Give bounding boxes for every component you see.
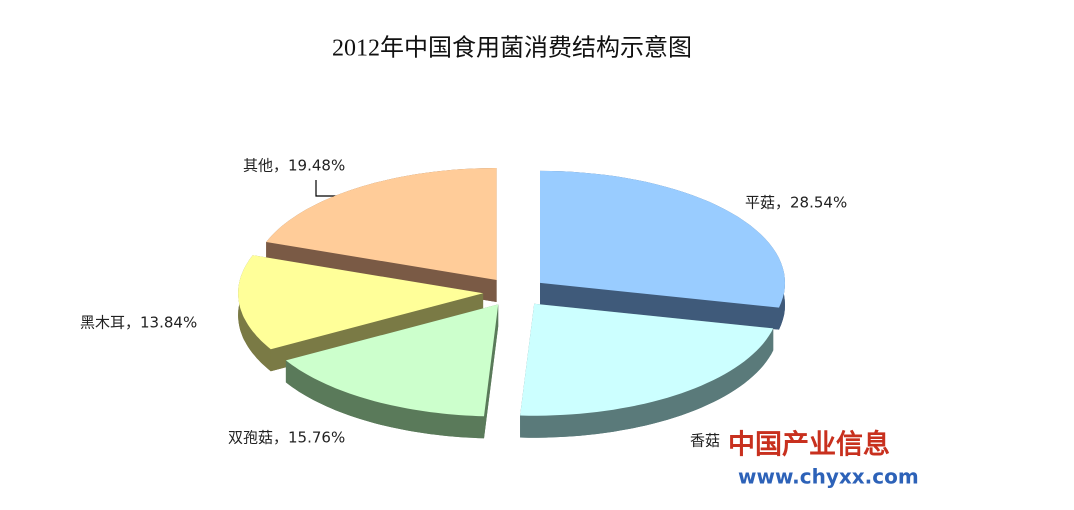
watermark: www.chyxx.com [738, 465, 919, 489]
data-label: 香菇 [690, 432, 720, 450]
slice [266, 168, 497, 280]
slice-side [285, 360, 484, 439]
slice [285, 304, 499, 417]
slice [238, 255, 484, 350]
slice-wall [484, 304, 499, 439]
slice [520, 303, 774, 416]
slice [540, 170, 785, 308]
data-label: 其他，19.48% [243, 157, 345, 175]
data-label: 平菇，28.54% [745, 194, 847, 212]
watermark: 中国产业信息 [728, 429, 890, 461]
slice-wall [540, 282, 779, 330]
slice-side [520, 328, 774, 438]
chart-title: 2012年中国食用菌消费结构示意图 [332, 35, 692, 62]
data-label: 黑木耳，13.84% [80, 314, 197, 332]
data-label: 双孢菇，15.76% [228, 429, 345, 447]
